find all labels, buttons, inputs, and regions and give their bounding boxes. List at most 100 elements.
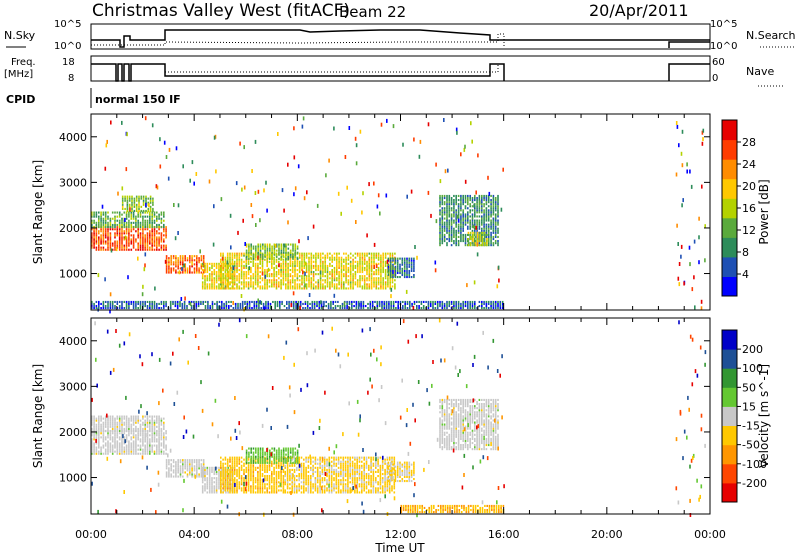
data-cell [497,235,499,238]
data-cell [231,489,234,492]
data-cell [240,283,243,286]
data-cell [474,231,476,234]
data-cell [497,213,499,216]
data-cell [135,207,138,210]
data-cell [261,483,264,486]
data-cell [368,260,371,263]
data-cell [179,271,182,274]
data-cell [179,473,182,476]
data-cell [439,194,441,197]
data-cell [236,275,238,278]
data-cell [375,271,378,274]
data-cell [322,275,324,278]
data-cell [164,259,167,264]
data-cell [228,305,230,308]
data-cell [149,236,151,239]
data-cell [266,460,268,463]
data-cell [156,302,158,305]
data-cell [381,307,383,310]
data-cell [158,430,160,433]
data-cell [275,464,278,467]
data-cell [411,305,413,308]
data-cell [116,232,119,235]
data-cell [186,307,188,310]
data-cell [98,225,100,228]
data-cell [121,302,123,305]
data-cell [439,300,441,303]
data-cell [191,255,193,258]
data-cell [287,220,289,225]
data-cell [366,283,368,286]
data-cell [179,471,182,474]
data-cell [494,233,497,236]
data-cell [175,261,177,264]
data-cell [182,255,184,258]
data-cell [341,307,344,310]
data-cell [460,217,462,220]
data-cell [418,300,420,303]
data-cell [252,247,255,250]
data-cell [109,442,112,445]
data-cell [91,221,93,224]
data-cell [401,257,404,260]
data-cell [231,287,234,290]
data-cell [349,273,352,276]
data-cell [363,283,366,286]
data-cell [269,302,272,305]
data-cell [340,279,343,282]
data-cell [457,240,460,243]
data-cell [126,203,129,206]
data-cell [193,267,196,270]
data-cell [466,283,468,288]
data-cell [698,235,700,240]
data-cell [340,266,343,269]
data-cell [285,264,287,267]
data-cell [486,242,488,245]
data-cell [146,238,149,241]
data-cell [457,244,460,247]
data-cell [107,450,109,453]
data-cell [151,450,153,453]
data-cell [464,194,467,197]
data-cell [220,462,222,465]
data-cell [450,233,453,236]
data-cell [299,305,301,310]
cpid-value: normal 150 IF [95,93,181,106]
data-cell [282,477,285,480]
data-cell [310,258,313,261]
data-cell [200,265,203,268]
data-cell [215,479,218,482]
data-cell [675,121,678,125]
data-cell [496,284,499,289]
data-cell [151,444,153,447]
data-cell [487,244,490,247]
data-cell [326,264,329,267]
data-cell [326,277,329,280]
data-cell [144,223,146,226]
data-cell [476,225,478,228]
data-cell [240,264,243,267]
data-cell [213,283,216,286]
data-cell [289,283,292,286]
data-cell [286,473,289,476]
data-cell [329,283,331,286]
data-cell [322,266,324,269]
data-cell [128,228,130,231]
data-cell [170,261,172,264]
data-cell [378,305,381,308]
data-cell [123,244,126,247]
data-cell [395,307,397,310]
data-cell [275,273,278,276]
data-cell [226,271,229,274]
data-cell [289,243,292,246]
data-cell [349,275,352,278]
data-cell [275,260,278,263]
data-cell [222,481,224,484]
data-cell [165,465,168,468]
data-cell [305,475,307,478]
data-cell [305,487,307,490]
data-cell [229,277,231,280]
data-cell [121,446,123,449]
data-cell [278,466,280,469]
data-cell [379,211,381,216]
